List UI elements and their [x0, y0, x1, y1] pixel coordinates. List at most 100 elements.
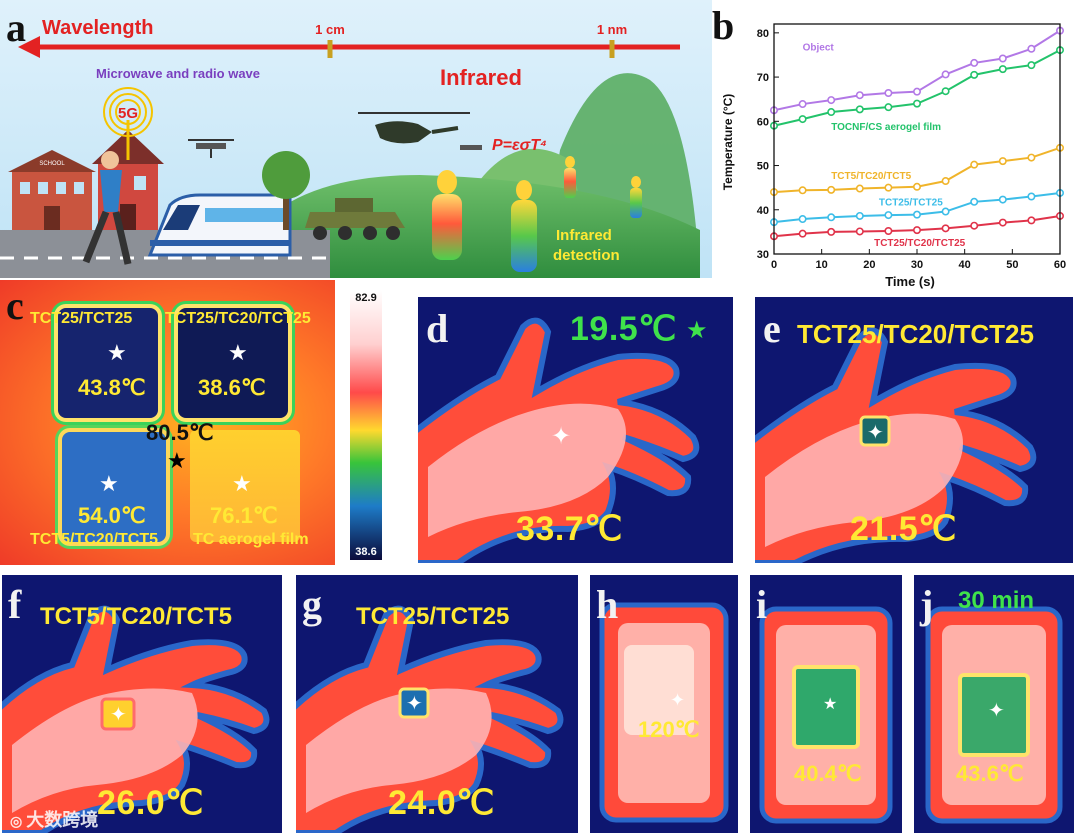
temp-bl: 54.0℃ — [78, 503, 146, 528]
temp-tr: 38.6℃ — [198, 375, 266, 400]
series-label-3: TCT25/TCT25 — [879, 197, 943, 208]
panel-label-a: a — [6, 5, 26, 50]
wavelength-label: Wavelength — [42, 17, 154, 39]
temp-f: 26.0℃ — [97, 784, 204, 822]
crosshair-marker-e: ✦ — [867, 422, 884, 444]
sample-tr — [178, 308, 288, 418]
series-point-1 — [1027, 61, 1036, 70]
series-point-2 — [884, 183, 893, 192]
crosshair-marker-g: ✦ — [406, 693, 423, 715]
hand-g-image — [296, 575, 578, 833]
panel-c-thermal-samples: TCT25/TCT25 TCT25/TC20/TCT25 TCT5/TC20/T… — [0, 280, 335, 565]
crosshair-marker-d: ✦ — [551, 423, 572, 450]
y-tick-label: 40 — [757, 205, 769, 217]
y-tick-label: 60 — [757, 116, 769, 128]
svg-text:SCHOOL: SCHOOL — [39, 161, 65, 167]
chart-x-axis-label: Time (s) — [885, 274, 935, 289]
panel-h-cup-thermal: ✦ 120℃ h — [590, 575, 738, 833]
tree-green — [262, 151, 310, 230]
series-point-3 — [970, 197, 979, 206]
series-point-0 — [884, 89, 893, 98]
panel-a-illustration: SCHOOL 5G — [0, 0, 712, 278]
panel-f-hand-thermal: ✦ TCT5/TC20/TCT5 26.0℃ f — [2, 575, 282, 833]
temperature-time-chart: Object TOCNF/CS aerogel film TCT5/TC20/TCT… — [721, 23, 1066, 289]
sample-tl — [58, 308, 158, 418]
crosshair-marker-f: ✦ — [110, 704, 127, 726]
series-point-2 — [941, 177, 950, 186]
cup-j-image — [914, 575, 1074, 833]
temp-g: 24.0℃ — [388, 784, 495, 822]
star-marker-bl: ★ — [99, 471, 119, 496]
scale-min-label: 38.6 — [355, 546, 377, 558]
panel-j-cup-thermal: ✦ 30 min 43.6℃ j — [914, 575, 1074, 833]
series-point-2 — [1027, 153, 1036, 162]
series-point-4 — [970, 221, 979, 230]
y-tick-label: 30 — [757, 249, 769, 261]
series-point-1 — [855, 105, 864, 114]
series-point-4 — [941, 224, 950, 233]
series-point-1 — [998, 65, 1007, 74]
panel-d-hand-thermal: ✦ 19.5℃ ★ 33.7℃ d — [418, 297, 733, 563]
thermal-person-4 — [630, 176, 642, 218]
y-tick-label: 70 — [757, 72, 769, 84]
hand-e-image — [755, 297, 1073, 563]
panel-i-cup-thermal: ★ 40.4℃ i — [750, 575, 902, 833]
crosshair-marker-h: ✦ — [670, 690, 686, 710]
temp-tl: 43.8℃ — [78, 375, 146, 400]
series-point-3 — [913, 210, 922, 219]
series-point-0 — [941, 70, 950, 79]
temp-h: 120℃ — [638, 717, 700, 742]
series-point-3 — [884, 211, 893, 220]
caption-e: TCT25/TC20/TCT25 — [797, 319, 1034, 349]
temp-br: 76.1℃ — [210, 503, 278, 528]
series-point-1 — [913, 99, 922, 108]
series-point-2 — [970, 160, 979, 169]
series-point-0 — [970, 58, 979, 67]
walking-person — [82, 151, 132, 265]
series-label-2: TCT5/TC20/TCT5 — [831, 171, 911, 182]
series-label-0: Object — [803, 43, 835, 54]
panel-a-scene: SCHOOL 5G — [0, 0, 712, 278]
x-tick-label: 20 — [863, 259, 875, 271]
microwave-label: Microwave and radio wave — [96, 66, 260, 81]
infrared-label: Infrared — [440, 65, 522, 90]
series-point-3 — [827, 213, 836, 222]
series-point-1 — [798, 115, 807, 124]
thermal-person-1 — [432, 170, 462, 260]
label-tct25-tct25: TCT25/TCT25 — [30, 310, 133, 327]
thermal-person-2 — [511, 180, 537, 272]
x-tick-label: 10 — [816, 259, 828, 271]
temp-e: 21.5℃ — [850, 510, 957, 548]
tick-label-1cm: 1 cm — [315, 22, 345, 37]
star-marker-br: ★ — [232, 471, 252, 496]
series-point-3 — [855, 211, 864, 220]
panel-label-c: c — [6, 283, 24, 328]
tick-label-1nm: 1 nm — [597, 22, 627, 37]
panel-e-hand-thermal: ✦ TCT25/TC20/TCT25 21.5℃ e — [755, 297, 1073, 563]
caption-f: TCT5/TC20/TCT5 — [40, 603, 233, 630]
5g-tower: 5G — [103, 87, 153, 160]
series-point-3 — [798, 215, 807, 224]
x-tick-label: 60 — [1054, 259, 1066, 271]
star-marker-center: ★ — [167, 448, 187, 473]
high-speed-train — [147, 193, 292, 257]
series-point-1 — [827, 108, 836, 117]
series-point-0 — [998, 54, 1007, 63]
series-point-4 — [913, 226, 922, 235]
sample-br — [190, 430, 300, 542]
y-tick-label: 80 — [757, 28, 769, 40]
svg-text:5G: 5G — [118, 105, 138, 122]
chart-axes: 0 10 20 30 40 50 60 30 40 50 60 70 80 — [757, 23, 1066, 271]
series-point-0 — [798, 100, 807, 109]
label-tct25-tc20-tct25: TCT25/TC20/TCT25 — [165, 310, 311, 327]
scale-max-label: 82.9 — [355, 292, 377, 304]
ambient-temp-d: 19.5℃ — [570, 310, 677, 348]
panel-label-i: i — [756, 582, 768, 627]
series-point-0 — [1027, 44, 1036, 53]
crosshair-marker-j: ✦ — [988, 700, 1005, 722]
series-point-4 — [1027, 216, 1036, 225]
series-point-4 — [798, 229, 807, 238]
stefan-boltzmann-equation: P=εσT⁴ — [492, 137, 547, 154]
series-point-0 — [913, 87, 922, 96]
panel-b-chart: Object TOCNF/CS aerogel film TCT5/TC20/TCT… — [716, 10, 1078, 292]
